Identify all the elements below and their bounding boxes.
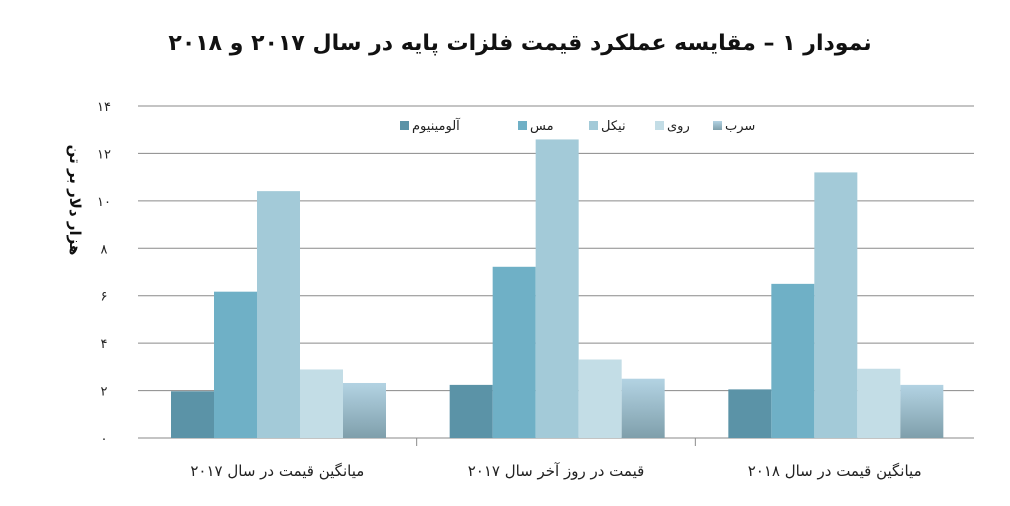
legend-swatch-4: [655, 121, 664, 130]
y-axis-ticks: ۰ ۲ ۴ ۶ ۸ ۱۰ ۱۲ ۱۴: [97, 100, 111, 447]
y-axis-label: هزار دلار بر تن: [66, 145, 84, 256]
y-tick-label: ۱۴: [97, 100, 111, 115]
y-tick-label: ۶: [101, 290, 108, 305]
legend-label-4: روی: [667, 119, 690, 134]
bar-3-3: [814, 172, 858, 438]
legend-label-3: نیکل: [601, 119, 626, 134]
bar-4-2: [578, 359, 622, 438]
bar-4-1: [300, 369, 343, 438]
bar-5-2: [621, 378, 665, 438]
legend-label-5: سرب: [725, 119, 755, 134]
bar-3-2: [535, 139, 579, 439]
bar-1-2: [449, 384, 493, 438]
bar-3-1: [257, 191, 300, 438]
bar-1-3: [728, 389, 772, 438]
y-tick-label: ۲: [101, 385, 108, 400]
chart-title: نمودار ۱ – مقایسه عملکرد قیمت فلزات پایه…: [168, 31, 871, 56]
y-tick-label: ۱۲: [97, 147, 111, 162]
category-label: میانگین قیمت در سال ۲۰۱۷: [190, 462, 364, 480]
bar-2-1: [214, 291, 257, 438]
legend-label-1: آلومینیوم: [412, 117, 461, 134]
legend-swatch-2: [518, 121, 527, 130]
bar-5-1: [343, 382, 386, 438]
bar-5-3: [900, 384, 944, 438]
legend-swatch-3: [589, 121, 598, 130]
bar-4-3: [857, 368, 901, 438]
category-labels: میانگین قیمت در سال ۲۰۱۷ قیمت در روز آخر …: [190, 462, 921, 480]
y-tick-label: ۰: [101, 432, 108, 447]
y-tick-label: ۱۰: [97, 195, 111, 210]
legend-swatch-5: [713, 121, 722, 130]
legend-swatch-1: [400, 121, 409, 130]
legend-label-2: مس: [530, 119, 554, 134]
bars: [171, 139, 944, 439]
bar-2-2: [492, 266, 536, 438]
bar-2-3: [771, 283, 815, 438]
category-label: قیمت در روز آخر سال ۲۰۱۷: [468, 462, 645, 480]
y-tick-label: ۸: [101, 242, 108, 257]
category-label: میانگین قیمت در سال ۲۰۱۸: [748, 462, 922, 480]
y-tick-label: ۴: [101, 337, 108, 352]
legend: آلومینیوم مس نیکل روی سرب: [400, 117, 755, 134]
bar-1-1: [171, 391, 214, 438]
